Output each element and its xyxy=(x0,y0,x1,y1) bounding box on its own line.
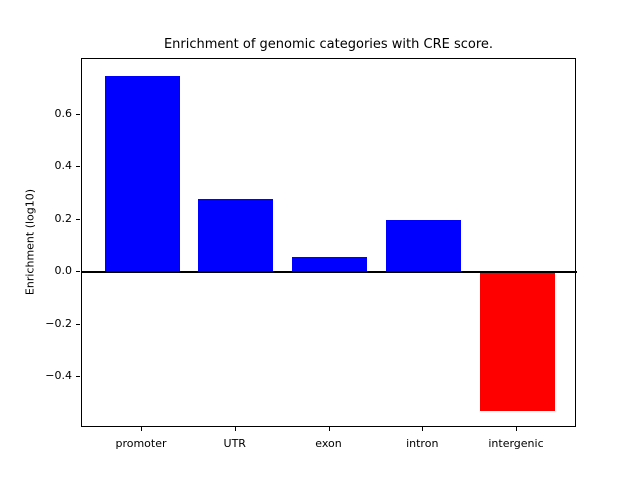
x-tick-label-intron: intron xyxy=(406,437,439,450)
y-axis-label: Enrichment (log10) xyxy=(23,188,37,296)
y-tick-label-0.2: 0.2 xyxy=(54,211,73,225)
y-tick-label-−0.4: −0.4 xyxy=(45,369,72,383)
x-tick-mark-intergenic xyxy=(516,427,517,431)
x-tick-mark-UTR xyxy=(234,427,236,431)
bar-UTR xyxy=(198,198,274,273)
y-tick-label-−0.2: −0.2 xyxy=(45,316,72,330)
bar-promoter xyxy=(104,75,180,273)
y-tick-mark-0.6 xyxy=(76,114,80,116)
y-tick-mark-0.0 xyxy=(76,271,80,273)
plot-area xyxy=(81,58,577,427)
y-tick-mark-−0.2 xyxy=(76,323,80,325)
x-tick-label-UTR: UTR xyxy=(223,437,246,450)
x-tick-mark-promoter xyxy=(141,427,142,431)
y-tick-label-0.0: 0.0 xyxy=(54,264,73,278)
bar-exon xyxy=(292,256,367,273)
x-tick-label-intergenic: intergenic xyxy=(488,437,544,450)
bar-intron xyxy=(385,219,461,273)
zero-line xyxy=(82,271,577,274)
y-tick-mark-−0.4 xyxy=(76,376,80,378)
chart-title: Enrichment of genomic categories with CR… xyxy=(163,37,494,52)
x-tick-mark-exon xyxy=(328,427,330,431)
x-tick-label-exon: exon xyxy=(315,437,342,450)
y-tick-label-0.6: 0.6 xyxy=(54,107,73,121)
x-tick-label-promoter: promoter xyxy=(115,437,167,450)
y-tick-mark-0.2 xyxy=(76,218,80,220)
bar-intergenic xyxy=(479,272,555,412)
y-tick-mark-0.4 xyxy=(76,166,80,168)
x-tick-mark-intron xyxy=(422,427,424,431)
y-tick-label-0.4: 0.4 xyxy=(54,159,73,173)
